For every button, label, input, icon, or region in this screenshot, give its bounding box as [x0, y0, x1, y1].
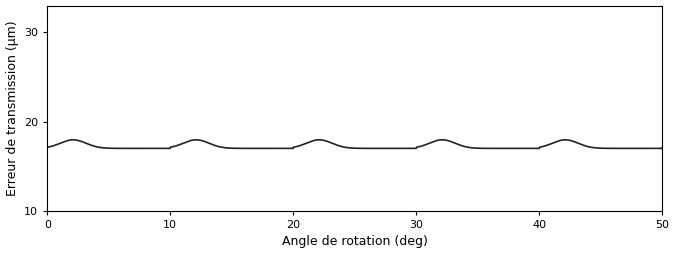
Y-axis label: Erreur de transmission (µm): Erreur de transmission (µm) — [5, 20, 18, 196]
X-axis label: Angle de rotation (deg): Angle de rotation (deg) — [282, 235, 428, 248]
